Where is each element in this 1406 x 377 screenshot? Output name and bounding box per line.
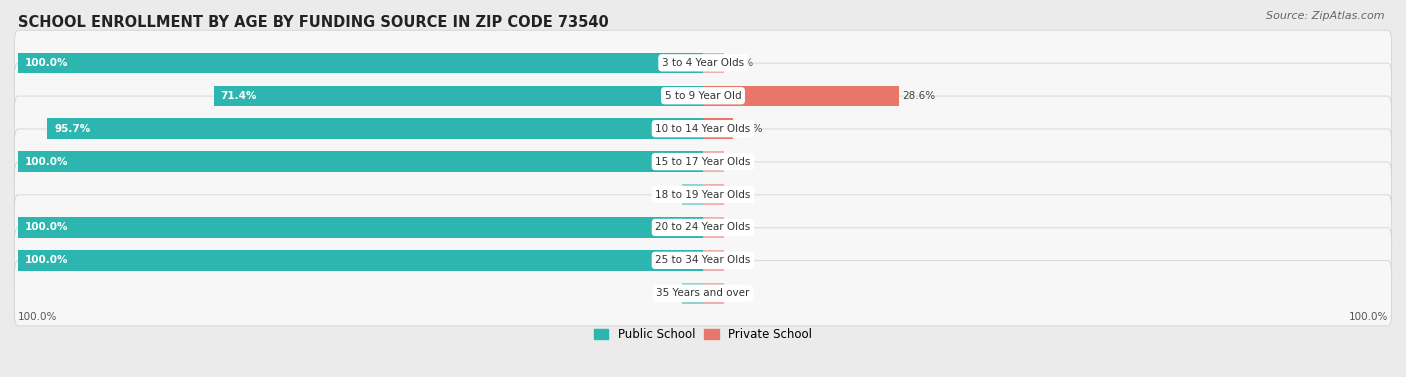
Bar — [18, 217, 703, 238]
Text: 100.0%: 100.0% — [18, 312, 58, 322]
FancyBboxPatch shape — [14, 195, 1392, 260]
Text: 100.0%: 100.0% — [1348, 312, 1388, 322]
FancyBboxPatch shape — [14, 96, 1392, 161]
Text: 10 to 14 Year Olds: 10 to 14 Year Olds — [655, 124, 751, 134]
Text: 28.6%: 28.6% — [903, 91, 935, 101]
Text: 100.0%: 100.0% — [24, 58, 67, 68]
Text: 0.0%: 0.0% — [727, 255, 754, 265]
FancyBboxPatch shape — [14, 162, 1392, 227]
Text: 0.0%: 0.0% — [727, 288, 754, 298]
Text: 71.4%: 71.4% — [221, 91, 257, 101]
Text: 100.0%: 100.0% — [24, 156, 67, 167]
Legend: Public School, Private School: Public School, Private School — [589, 323, 817, 346]
Bar — [703, 217, 724, 238]
Bar — [682, 283, 703, 303]
Bar — [682, 184, 703, 205]
Bar — [703, 250, 724, 271]
Text: 3 to 4 Year Olds: 3 to 4 Year Olds — [662, 58, 744, 68]
Text: Source: ZipAtlas.com: Source: ZipAtlas.com — [1267, 11, 1385, 21]
Text: 0.0%: 0.0% — [652, 190, 679, 199]
Bar — [703, 283, 724, 303]
FancyBboxPatch shape — [14, 129, 1392, 194]
Bar — [18, 250, 703, 271]
Text: 5 to 9 Year Old: 5 to 9 Year Old — [665, 91, 741, 101]
Text: 35 Years and over: 35 Years and over — [657, 288, 749, 298]
Text: 0.0%: 0.0% — [727, 222, 754, 233]
Bar — [703, 118, 733, 139]
FancyBboxPatch shape — [14, 63, 1392, 128]
Text: 0.0%: 0.0% — [727, 190, 754, 199]
Bar — [703, 152, 724, 172]
Text: 0.0%: 0.0% — [727, 58, 754, 68]
Bar — [214, 86, 703, 106]
Bar — [703, 86, 898, 106]
Bar — [18, 53, 703, 73]
Text: 100.0%: 100.0% — [24, 222, 67, 233]
Bar — [18, 152, 703, 172]
Text: 0.0%: 0.0% — [652, 288, 679, 298]
FancyBboxPatch shape — [14, 228, 1392, 293]
FancyBboxPatch shape — [14, 261, 1392, 326]
Text: 95.7%: 95.7% — [53, 124, 90, 134]
Text: 15 to 17 Year Olds: 15 to 17 Year Olds — [655, 156, 751, 167]
Text: 20 to 24 Year Olds: 20 to 24 Year Olds — [655, 222, 751, 233]
Bar — [48, 118, 703, 139]
Bar — [703, 184, 724, 205]
Text: 25 to 34 Year Olds: 25 to 34 Year Olds — [655, 255, 751, 265]
Bar — [703, 53, 724, 73]
FancyBboxPatch shape — [14, 30, 1392, 95]
Text: 0.0%: 0.0% — [727, 156, 754, 167]
Text: 100.0%: 100.0% — [24, 255, 67, 265]
Text: 18 to 19 Year Olds: 18 to 19 Year Olds — [655, 190, 751, 199]
Text: 4.4%: 4.4% — [737, 124, 763, 134]
Text: SCHOOL ENROLLMENT BY AGE BY FUNDING SOURCE IN ZIP CODE 73540: SCHOOL ENROLLMENT BY AGE BY FUNDING SOUR… — [18, 15, 609, 30]
